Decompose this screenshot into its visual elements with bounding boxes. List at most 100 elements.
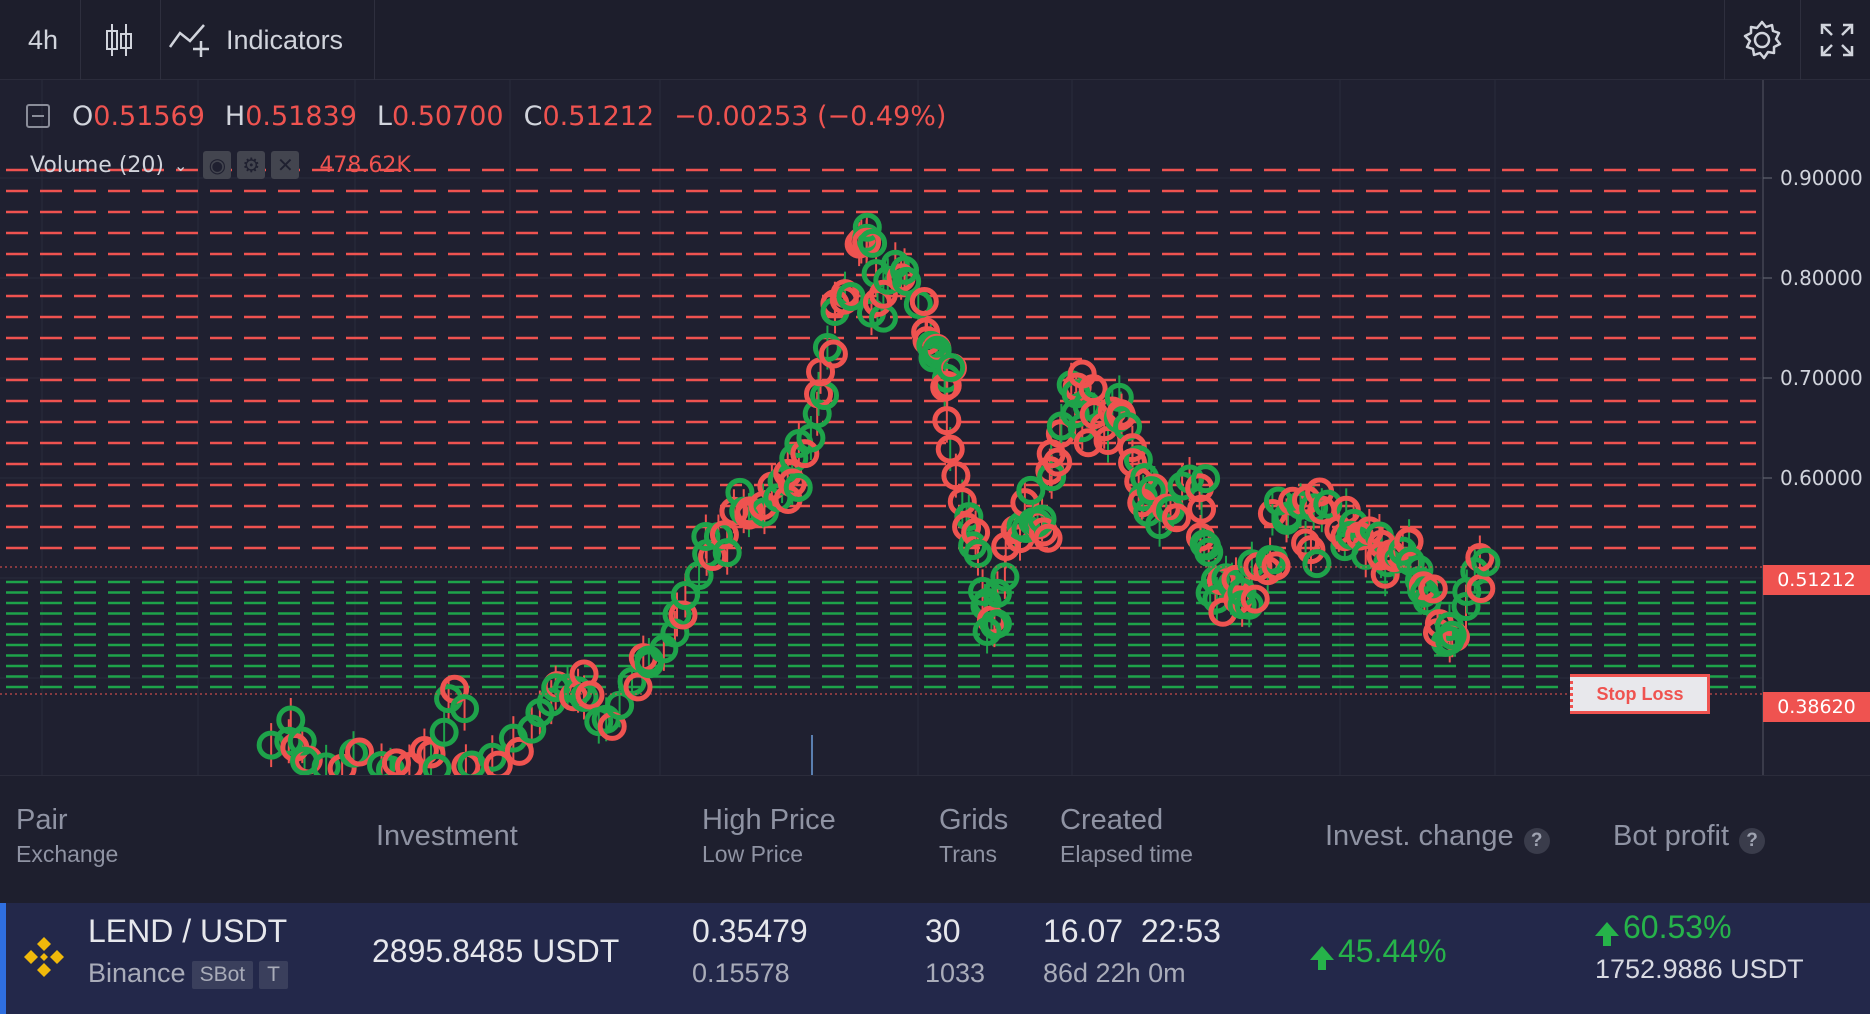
header-grids[interactable]: Grids Trans [939, 804, 1008, 868]
sell-marker [1418, 574, 1448, 604]
sell-marker [818, 339, 848, 369]
sell-marker [504, 736, 534, 766]
header-pair[interactable]: Pair Exchange [16, 804, 118, 868]
sell-marker [1296, 535, 1326, 565]
price-range-cell: 0.35479 0.15578 [692, 913, 808, 989]
sell-marker [416, 739, 446, 769]
sell-marker [709, 520, 739, 550]
open-value: 0.51569 [93, 100, 205, 132]
buy-marker [450, 694, 480, 724]
close-icon[interactable]: ✕ [271, 151, 300, 179]
sell-marker [1465, 542, 1495, 572]
buy-marker [936, 352, 966, 382]
sell-marker [1073, 428, 1103, 458]
header-high-price-label: High Price [702, 804, 836, 836]
buy-marker [1194, 537, 1224, 567]
buy-marker [517, 714, 547, 744]
header-investment[interactable]: Investment [376, 820, 518, 853]
fullscreen-button[interactable] [1804, 0, 1870, 80]
buy-marker [276, 705, 306, 735]
eye-icon[interactable]: ◉ [203, 151, 232, 179]
pair-name[interactable]: LEND / USDT [88, 913, 288, 949]
fullscreen-icon [1820, 23, 1854, 57]
interval-button[interactable]: 4h [8, 0, 78, 80]
table-row[interactable]: LEND / USDT Binance SBot T 2895.8485 USDT … [0, 903, 1870, 1014]
buy-marker [1104, 382, 1134, 412]
toolbar-divider [1724, 0, 1725, 80]
header-investment-label: Investment [376, 820, 518, 852]
header-bot-profit[interactable]: Bot profit? [1613, 820, 1766, 854]
buy-marker [1136, 476, 1166, 506]
sell-marker [668, 600, 698, 630]
sell-marker [961, 517, 991, 547]
buy-marker [287, 726, 317, 756]
investment-value: 2895.8485 USDT [372, 933, 620, 969]
low-value: 0.50700 [391, 100, 504, 132]
low-price-value: 0.15578 [692, 958, 790, 988]
volume-label[interactable]: Volume (20) [30, 152, 164, 178]
buy-marker [1016, 475, 1046, 505]
buy-marker [812, 333, 842, 363]
investment-cell: 2895.8485 USDT [372, 933, 619, 970]
gear-icon[interactable]: ⚙ [237, 151, 266, 179]
close-key: C [523, 100, 543, 132]
interval-label: 4h [27, 24, 59, 55]
stop-loss-label[interactable]: Stop Loss [1570, 674, 1710, 714]
buy-marker [963, 539, 993, 569]
sell-marker [1240, 584, 1270, 614]
buy-marker [1451, 592, 1481, 622]
sell-marker [932, 406, 962, 436]
collapse-legend-button[interactable] [26, 104, 50, 128]
sell-marker [1161, 503, 1191, 533]
header-bot-profit-label: Bot profit [1613, 820, 1730, 852]
settings-button[interactable] [1728, 0, 1796, 80]
header-price-range[interactable]: High Price Low Price [702, 804, 836, 868]
header-invest-change-label: Invest. change [1325, 820, 1514, 852]
header-exchange-label: Exchange [16, 841, 119, 867]
indicators-button[interactable]: Indicators [168, 0, 368, 80]
arrow-up-icon [1310, 946, 1334, 970]
sell-marker [1033, 523, 1063, 553]
buy-marker [670, 581, 700, 611]
axis-tick-label: 0.70000 [1780, 366, 1863, 390]
header-created[interactable]: Created Elapsed time [1060, 804, 1193, 868]
buy-marker [1437, 620, 1467, 650]
help-icon[interactable]: ? [1523, 827, 1550, 854]
elapsed-value: 86d 22h 0m [1043, 958, 1186, 988]
buy-marker [375, 755, 405, 775]
buy-marker [890, 255, 920, 285]
sell-marker [868, 279, 898, 309]
bot-type-badge: SBot [191, 960, 254, 989]
buy-marker [858, 228, 888, 258]
volume-value: 478.62K [319, 152, 411, 178]
high-value: 0.51839 [245, 100, 357, 132]
bot-profit-usdt: 1752.9886 USDT [1595, 954, 1804, 984]
sell-marker [790, 439, 820, 469]
buy-marker [1313, 489, 1343, 519]
buy-marker [922, 335, 952, 365]
buy-marker [274, 726, 304, 756]
price-chart[interactable]: 0.90000 0.80000 0.70000 0.60000 O 0.51569 H… [0, 80, 1870, 775]
gear-icon [1743, 20, 1782, 60]
invest-change-value: 45.44% [1338, 933, 1447, 969]
chart-canvas[interactable]: 0.90000 0.80000 0.70000 0.60000 [0, 80, 1870, 775]
header-created-label: Created [1060, 804, 1164, 836]
invest-change-cell: 45.44% [1310, 933, 1447, 970]
buy-marker [979, 610, 1009, 640]
row-selected-indicator [0, 903, 6, 1014]
buy-marker [1155, 496, 1185, 526]
chart-type-button[interactable] [84, 0, 154, 80]
price-change: −0.00253 (−0.49%) [674, 100, 947, 132]
buy-marker [783, 472, 813, 502]
ohlc-legend: O 0.51569 H 0.51839 L 0.50700 C 0.51212 … [26, 96, 966, 136]
chevron-down-icon[interactable]: ⌄ [173, 155, 188, 175]
sell-marker [575, 680, 605, 710]
buy-marker [892, 266, 922, 296]
header-low-price-label: Low Price [702, 841, 803, 867]
bot-profit-pct: 60.53% [1623, 909, 1732, 945]
stop-price-tag: 0.38620 [1763, 692, 1870, 722]
header-invest-change[interactable]: Invest. change? [1325, 820, 1550, 854]
toolbar-divider [374, 0, 375, 80]
help-icon[interactable]: ? [1739, 827, 1766, 854]
bots-table-header: Pair Exchange Investment High Price Low … [0, 775, 1870, 903]
